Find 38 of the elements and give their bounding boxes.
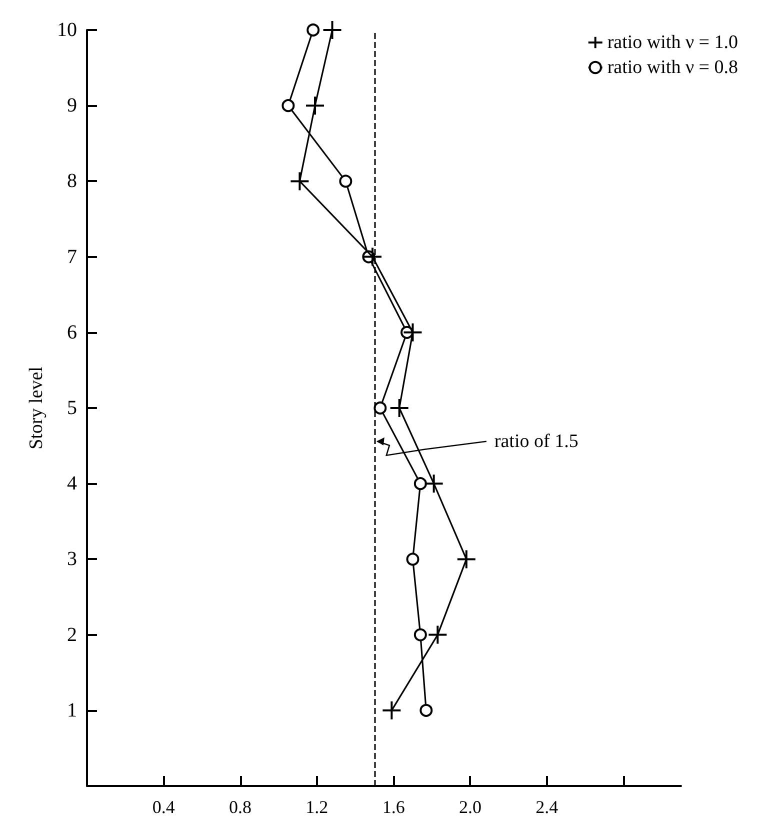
y-axis-title: Story level: [26, 366, 48, 450]
point: [282, 99, 295, 112]
y-tick-label: 2: [67, 624, 77, 646]
point: [382, 700, 402, 720]
point: [306, 24, 320, 36]
y-tick-label: 10: [57, 19, 77, 41]
ref-line-label: ratio of 1.5: [494, 430, 578, 452]
x-tick-label: 2.0: [458, 797, 482, 817]
point: [402, 322, 423, 342]
point: [414, 628, 427, 642]
x-tick-label: 0.4: [152, 797, 175, 817]
y-tick-label: 6: [67, 321, 77, 344]
point: [389, 398, 410, 418]
x-tick-label: 1.2: [306, 797, 328, 817]
point: [339, 174, 352, 188]
y-tick-label: 3: [67, 548, 77, 570]
x-tick-label: 0.8: [229, 797, 252, 817]
point: [362, 246, 383, 267]
point: [456, 549, 476, 570]
point: [424, 474, 444, 494]
legend-label: ratio with ν = 1.0: [607, 32, 738, 53]
point: [322, 20, 342, 40]
y-tick-label: 8: [67, 170, 77, 192]
point: [290, 171, 310, 192]
point: [414, 477, 427, 490]
x-tick-label: 2.4: [536, 797, 558, 817]
legend-label: ratio with ν = 0.8: [607, 57, 738, 78]
point: [406, 552, 420, 566]
y-tick-label: 5: [67, 397, 77, 419]
y-tick-label: 7: [67, 246, 77, 268]
x-tick-label: 1.6: [382, 797, 405, 817]
y-tick-label: 1: [67, 699, 77, 722]
point: [305, 96, 326, 116]
y-tick-label: 4: [67, 472, 77, 495]
point: [428, 624, 448, 645]
point: [420, 704, 433, 717]
y-tick-label: 9: [67, 94, 77, 117]
point: [374, 402, 387, 414]
